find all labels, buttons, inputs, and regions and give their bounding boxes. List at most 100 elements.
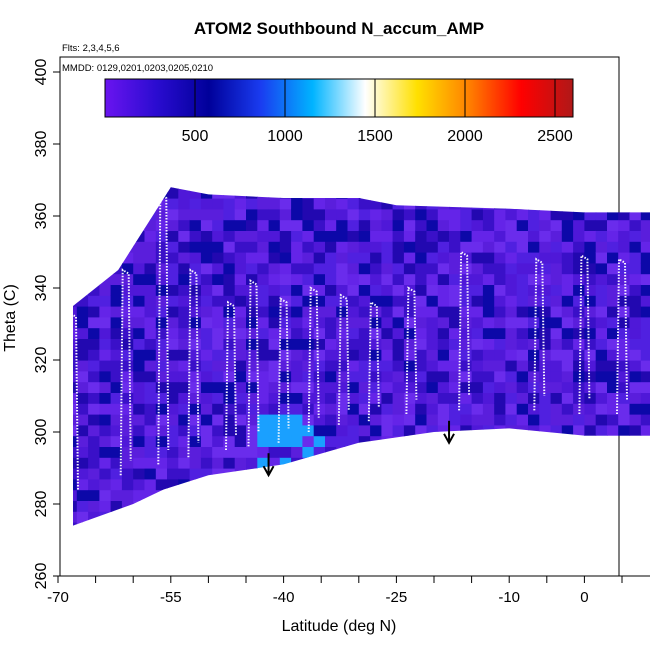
heatmap-cell (426, 522, 439, 534)
heatmap-cell (325, 360, 337, 372)
heatmap-cell (110, 187, 123, 199)
heatmap-cell (437, 252, 450, 264)
heatmap-cell (268, 198, 281, 210)
heatmap-cell (121, 338, 134, 350)
heatmap-cell (494, 284, 507, 296)
heatmap-cell (313, 532, 326, 545)
heatmap-cell (550, 349, 563, 361)
heatmap-cell (358, 511, 371, 523)
heatmap-cell (336, 414, 349, 426)
heatmap-cell (189, 489, 202, 501)
heatmap-cell (313, 349, 326, 361)
heatmap-cell (629, 446, 642, 458)
heatmap-cell (494, 489, 507, 501)
heatmap-cell (584, 435, 597, 447)
heatmap-cell (189, 187, 202, 188)
heatmap-cell (189, 349, 202, 361)
heatmap-cell (595, 457, 608, 469)
heatmap-cell (629, 284, 642, 296)
heatmap-cell (607, 457, 619, 469)
heatmap-cell (629, 522, 642, 534)
heatmap-cell (257, 381, 270, 393)
heatmap-cell (313, 316, 326, 329)
heatmap-cell (155, 241, 168, 253)
heatmap-cell (640, 500, 650, 512)
heatmap-cell (133, 532, 146, 545)
heatmap-cell (392, 370, 405, 383)
heatmap-cell (246, 489, 258, 501)
heatmap-cell (200, 468, 213, 480)
heatmap-cell (234, 208, 247, 221)
heatmap-cell (313, 219, 326, 231)
heatmap-cell (223, 273, 236, 285)
heatmap-cell (99, 511, 112, 523)
heatmap-cell (279, 435, 292, 447)
heatmap-cell (561, 457, 574, 469)
heatmap-cell (234, 306, 247, 318)
heatmap-cell (539, 392, 552, 404)
heatmap-cell (392, 403, 405, 415)
heatmap-cell (358, 435, 371, 447)
x-axis-label: Latitude (deg N) (282, 618, 397, 635)
heatmap-cell (189, 252, 202, 264)
heatmap-cell (573, 327, 585, 339)
heatmap-cell (415, 273, 428, 285)
heatmap-cell (392, 489, 405, 501)
heatmap-cell (358, 252, 371, 264)
heatmap-cell (223, 306, 236, 318)
heatmap-cell (460, 370, 473, 383)
heatmap-cell (550, 403, 563, 415)
heatmap-cell (505, 511, 518, 523)
heatmap-cell (550, 446, 563, 458)
heatmap-cell (223, 327, 236, 339)
heatmap-cell (482, 306, 495, 318)
heatmap-cell (426, 414, 439, 426)
heatmap-cell (178, 370, 191, 383)
heatmap-cell (76, 414, 89, 426)
heatmap-cell (110, 414, 123, 426)
heatmap-cell (561, 500, 574, 512)
heatmap-cell (99, 489, 112, 501)
heatmap-cell (73, 284, 78, 296)
heatmap-cell (257, 306, 270, 318)
heatmap-cell (392, 187, 405, 188)
heatmap-cell (144, 208, 157, 221)
heatmap-cell (302, 208, 315, 221)
heatmap-cell (460, 262, 473, 275)
heatmap-cell (73, 381, 78, 393)
heatmap-cell (133, 316, 146, 329)
heatmap-cell (336, 543, 349, 551)
heatmap-cell (505, 478, 518, 491)
heatmap-cell (618, 522, 631, 534)
heatmap-cell (268, 500, 281, 512)
heatmap-cell (325, 295, 337, 307)
heatmap-cell (403, 370, 416, 383)
heatmap-cell (437, 381, 450, 393)
heatmap-cell (494, 316, 507, 329)
heatmap-cell (629, 219, 642, 231)
heatmap-cell (336, 424, 349, 437)
heatmap-cell (358, 349, 371, 361)
heatmap-cell (189, 381, 202, 393)
heatmap-cell (403, 187, 416, 188)
heatmap-cell (73, 500, 78, 512)
heatmap-cell (313, 230, 326, 242)
heatmap-cell (291, 219, 303, 231)
heatmap-cell (403, 392, 416, 404)
heatmap-cell (471, 295, 484, 307)
heatmap-cell (325, 392, 337, 404)
colorbar-tick-label: 2000 (447, 128, 483, 145)
heatmap-cell (516, 403, 529, 415)
heatmap-cell (212, 252, 225, 264)
heatmap-cell (234, 446, 247, 458)
heatmap-cell (494, 273, 507, 285)
heatmap-cell (200, 349, 213, 361)
heatmap-cell (246, 241, 258, 253)
heatmap-cell (302, 306, 315, 318)
heatmap-cell (539, 403, 552, 415)
heatmap-cell (325, 306, 337, 318)
heatmap-cell (528, 522, 540, 534)
heatmap-cell (257, 295, 270, 307)
heatmap-cell (426, 403, 439, 415)
heatmap-cell (167, 327, 179, 339)
